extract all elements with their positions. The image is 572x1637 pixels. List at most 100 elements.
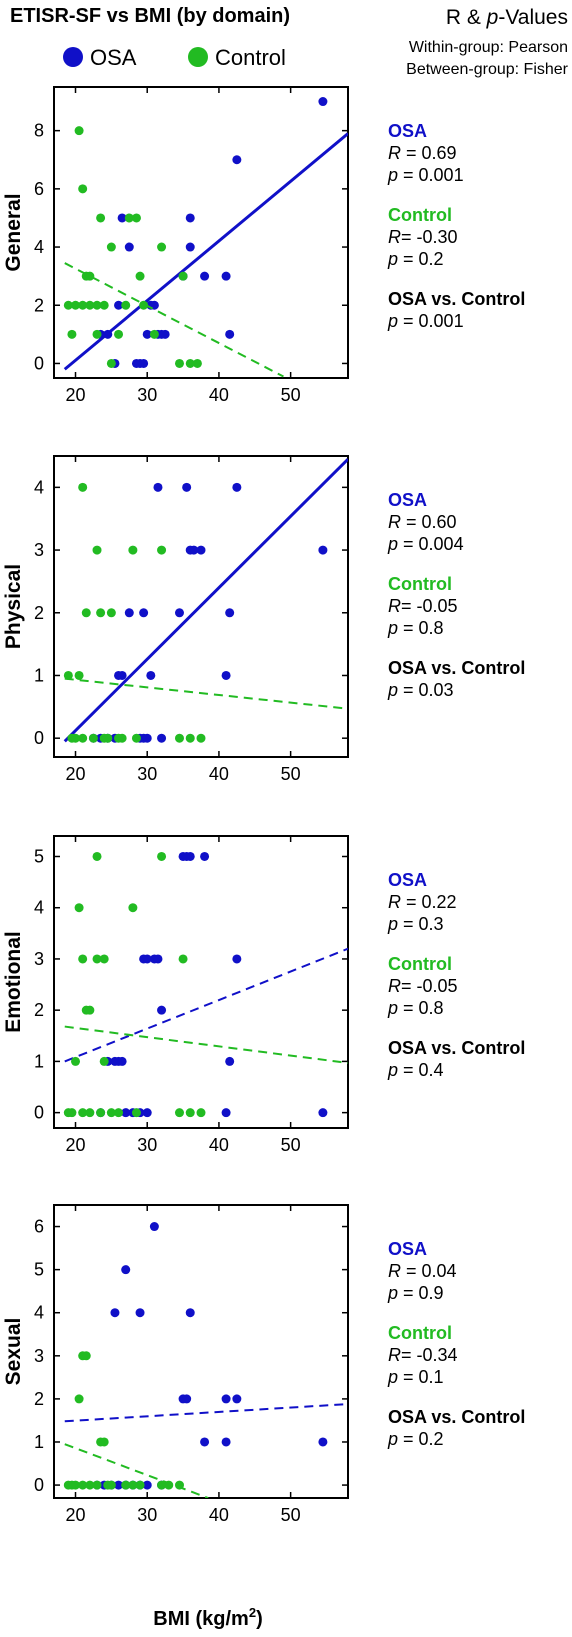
point-control — [103, 733, 113, 743]
stats-control-title: Control — [388, 954, 452, 974]
y-tick-label: 6 — [34, 1217, 44, 1237]
point-control — [92, 1480, 102, 1490]
stat-r-value: = -0.05 — [401, 976, 458, 996]
stats-control-title: Control — [388, 1323, 452, 1343]
y-tick-label: 0 — [34, 1103, 44, 1123]
point-osa — [221, 271, 231, 281]
point-osa — [200, 271, 210, 281]
legend-marker-control — [188, 47, 208, 67]
point-osa — [153, 954, 163, 964]
point-control — [67, 329, 77, 339]
point-control — [85, 1108, 95, 1118]
point-control — [63, 300, 73, 310]
stats-between-p: p = 0.2 — [387, 1429, 444, 1449]
stat-r-symbol: R — [388, 1261, 401, 1281]
y-tick-label: 4 — [34, 1303, 44, 1323]
y-tick-label: 4 — [34, 898, 44, 918]
point-osa — [185, 242, 195, 252]
point-osa — [221, 1437, 231, 1447]
stats-control-p: p = 0.8 — [387, 618, 444, 638]
point-control — [74, 903, 84, 913]
point-control — [71, 733, 81, 743]
stat-p-value: = 0.004 — [398, 534, 464, 554]
x-tick-label: 50 — [281, 764, 301, 784]
point-control — [131, 213, 141, 223]
stat-p-symbol: p — [387, 165, 398, 185]
stats-osa-p: p = 0.001 — [387, 165, 464, 185]
y-tick-label: 1 — [34, 1051, 44, 1071]
point-control — [78, 300, 88, 310]
point-control — [67, 1108, 77, 1118]
stat-p-symbol: p — [387, 1283, 398, 1303]
point-control — [85, 300, 95, 310]
stat-r-value: = -0.34 — [401, 1345, 458, 1365]
point-osa — [160, 329, 170, 339]
y-tick-label: 4 — [34, 237, 44, 257]
point-control — [92, 329, 102, 339]
fit-line-control — [64, 1025, 348, 1064]
plot-frame — [53, 86, 349, 379]
point-control — [96, 213, 106, 223]
point-control — [196, 1108, 206, 1118]
fit-line-control — [64, 1443, 209, 1498]
point-control — [92, 954, 102, 964]
stat-p-value: = 0.001 — [398, 165, 464, 185]
fit-line-osa — [64, 947, 348, 1063]
fit-line-osa — [63, 132, 348, 371]
y-tick-label: 0 — [34, 1475, 44, 1495]
y-tick-label: 2 — [34, 295, 44, 315]
point-control — [192, 358, 202, 368]
fit-line-control — [64, 262, 284, 378]
point-control — [196, 733, 206, 743]
point-control — [92, 545, 102, 555]
point-control — [128, 1480, 138, 1490]
point-osa — [318, 1437, 328, 1447]
point-control — [85, 1480, 95, 1490]
stats-between-title: OSA vs. Control — [388, 289, 525, 309]
point-osa — [153, 482, 163, 492]
point-osa — [142, 954, 152, 964]
point-osa — [318, 1108, 328, 1118]
point-control — [85, 1005, 95, 1015]
legend-label-control: Control — [215, 45, 286, 70]
point-control — [157, 851, 167, 861]
stat-p-value: = 0.001 — [398, 311, 464, 331]
stat-r-symbol: R — [388, 143, 401, 163]
point-osa — [157, 733, 167, 743]
point-osa — [185, 213, 195, 223]
y-tick-label: 3 — [34, 1346, 44, 1366]
stat-p-symbol: p — [387, 1060, 398, 1080]
point-control — [78, 733, 88, 743]
point-control — [114, 329, 124, 339]
point-control — [135, 1480, 145, 1490]
y-tick-label: 5 — [34, 846, 44, 866]
stats-between-title: OSA vs. Control — [388, 1407, 525, 1427]
stats-osa-r: R = 0.60 — [388, 512, 457, 532]
point-osa — [117, 1056, 127, 1066]
point-osa — [200, 1437, 210, 1447]
legend-label-osa: OSA — [90, 45, 137, 70]
point-osa — [225, 608, 235, 618]
stat-p-symbol: p — [387, 311, 398, 331]
stats-osa-title: OSA — [388, 1239, 427, 1259]
stats-osa-title: OSA — [388, 490, 427, 510]
stat-r-value: = -0.05 — [401, 596, 458, 616]
stat-r-value: = 0.22 — [401, 892, 457, 912]
point-osa — [185, 851, 195, 861]
point-control — [157, 242, 167, 252]
legend-marker-osa — [63, 47, 83, 67]
point-osa — [200, 851, 210, 861]
stat-p-symbol: p — [387, 534, 398, 554]
point-control — [135, 271, 145, 281]
stat-p-symbol: p — [387, 1367, 398, 1387]
stat-p-value: = 0.2 — [398, 249, 444, 269]
plot-frame — [53, 1204, 349, 1499]
x-tick-label: 30 — [137, 764, 157, 784]
stats-header-title-suffix: -Values — [498, 6, 568, 29]
point-osa — [174, 608, 184, 618]
point-osa — [135, 1308, 145, 1318]
stats-header-within: Within-group: Pearson — [409, 39, 568, 56]
point-control — [185, 358, 195, 368]
point-osa — [232, 155, 242, 165]
point-osa — [139, 358, 149, 368]
